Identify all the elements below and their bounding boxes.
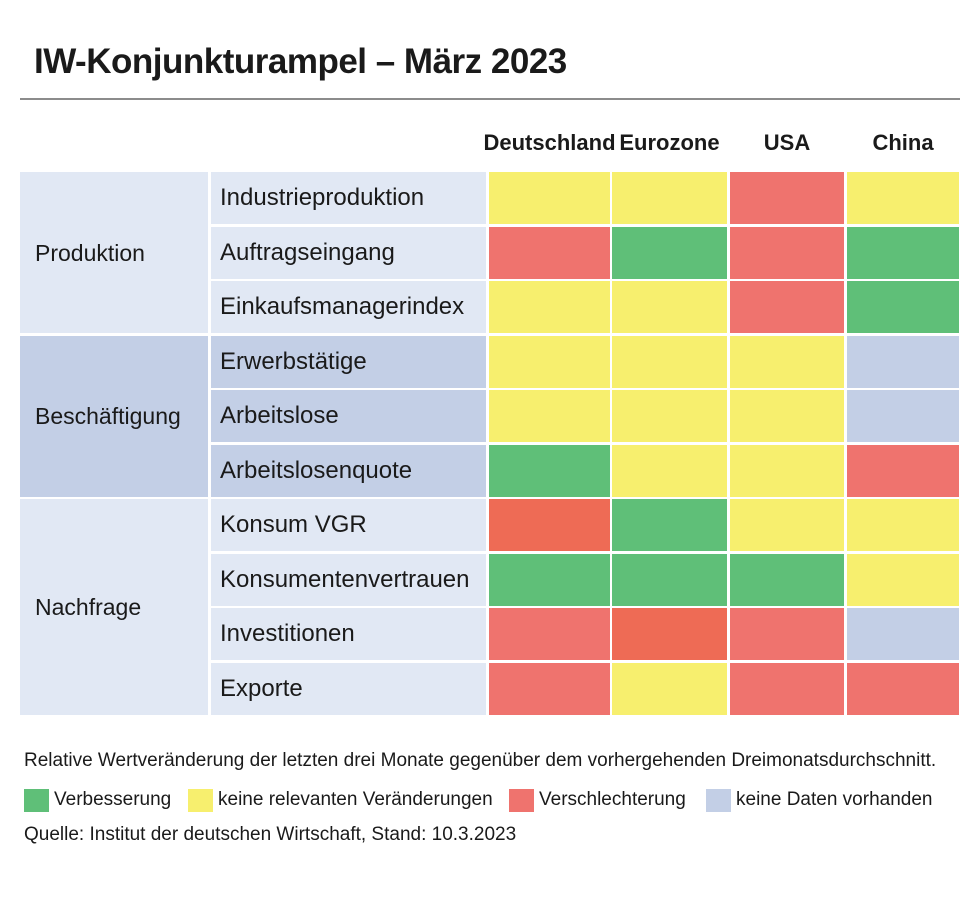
legend-item: Verschlechterung — [509, 785, 686, 815]
status-cell-eurozone — [612, 226, 727, 279]
source-note: Quelle: Institut der deutschen Wirtschaf… — [24, 824, 517, 845]
indicator-label: Erwerbstätige — [220, 347, 367, 375]
status-cell-usa — [730, 172, 844, 224]
legend-label: Verschlechterung — [539, 789, 686, 810]
indicator-label: Industrieproduktion — [220, 184, 425, 211]
status-cell-usa — [730, 608, 844, 660]
column-header: Eurozone — [619, 130, 720, 155]
legend-label: Verbesserung — [54, 789, 172, 810]
legend-label: keine Daten vorhanden — [736, 789, 933, 810]
status-cell-deutschland — [489, 390, 610, 442]
status-cell-usa — [730, 226, 844, 279]
legend-item: Verbesserung — [24, 785, 171, 815]
status-cell-deutschland — [489, 444, 610, 497]
legend-swatch — [24, 788, 49, 812]
status-cell-eurozone — [612, 172, 727, 224]
status-cell-china — [847, 226, 959, 279]
status-cell-china — [847, 335, 959, 388]
status-cell-usa — [730, 281, 844, 333]
legend-label: keine relevanten Veränderungen — [218, 789, 493, 810]
group-cell: Nachfrage — [20, 499, 208, 715]
group-cell: Produktion — [20, 172, 208, 333]
status-cell-eurozone — [612, 444, 727, 497]
status-cell-eurozone — [612, 499, 727, 551]
legend-item: keine relevanten Veränderungen — [188, 785, 493, 815]
indicator-label: Investitionen — [220, 620, 355, 647]
status-cell-eurozone — [612, 335, 727, 388]
indicator-cell: Konsumentenvertrauen — [211, 553, 486, 606]
indicator-cell: Arbeitslosenquote — [211, 444, 486, 497]
indicator-cell: Auftragseingang — [211, 226, 486, 279]
chart-note: Relative Wertveränderung der letzten dre… — [24, 750, 937, 771]
legend-item: keine Daten vorhanden — [706, 785, 932, 815]
legend-swatch — [509, 788, 534, 812]
group-cell: Beschäftigung — [20, 335, 208, 497]
status-cell-china — [847, 499, 959, 551]
status-cell-china — [847, 444, 959, 497]
status-cell-china — [847, 662, 959, 715]
status-cell-china — [847, 608, 959, 660]
indicator-label: Einkaufsmanagerindex — [220, 293, 465, 320]
indicator-label: Arbeitslosenquote — [220, 456, 413, 484]
legend-swatch — [706, 788, 731, 812]
indicator-cell: Erwerbstätige — [211, 335, 486, 388]
indicator-label: Exporte — [220, 674, 303, 702]
indicator-cell: Exporte — [211, 662, 486, 715]
indicator-cell: Industrieproduktion — [211, 172, 486, 224]
column-header: China — [872, 130, 934, 155]
status-cell-eurozone — [612, 390, 727, 442]
status-cell-usa — [730, 335, 844, 388]
column-header: Deutschland — [483, 130, 616, 155]
status-cell-china — [847, 390, 959, 442]
indicator-label: Arbeitslose — [220, 402, 339, 429]
status-cell-china — [847, 281, 959, 333]
status-cell-eurozone — [612, 553, 727, 606]
chart-title: IW-Konjunkturampel – März 2023 — [34, 42, 567, 81]
indicator-label: Konsum VGR — [220, 511, 367, 538]
status-cell-deutschland — [489, 335, 610, 388]
status-cell-usa — [730, 553, 844, 606]
status-cell-usa — [730, 444, 844, 497]
status-cell-eurozone — [612, 662, 727, 715]
status-cell-deutschland — [489, 172, 610, 224]
column-header: USA — [763, 130, 811, 155]
status-cell-deutschland — [489, 608, 610, 660]
indicator-cell: Arbeitslose — [211, 390, 486, 442]
status-cell-china — [847, 553, 959, 606]
legend-swatch — [188, 788, 213, 812]
status-cell-china — [847, 172, 959, 224]
status-cell-eurozone — [612, 608, 727, 660]
status-cell-usa — [730, 662, 844, 715]
status-cell-usa — [730, 390, 844, 442]
group-label: Nachfrage — [35, 593, 142, 620]
group-label: Produktion — [35, 239, 145, 266]
indicator-label: Auftragseingang — [220, 238, 395, 266]
indicator-cell: Einkaufsmanagerindex — [211, 281, 486, 333]
indicator-cell: Konsum VGR — [211, 499, 486, 551]
group-label: Beschäftigung — [35, 403, 181, 429]
indicator-label: Konsumentenvertrauen — [220, 565, 470, 593]
title-divider — [20, 98, 960, 100]
status-cell-deutschland — [489, 662, 610, 715]
status-cell-eurozone — [612, 281, 727, 333]
status-cell-deutschland — [489, 553, 610, 606]
status-cell-deutschland — [489, 226, 610, 279]
indicator-cell: Investitionen — [211, 608, 486, 660]
status-cell-deutschland — [489, 499, 610, 551]
legend: Verbesserung keine relevanten Veränderung… — [24, 785, 964, 815]
status-cell-deutschland — [489, 281, 610, 333]
status-cell-usa — [730, 499, 844, 551]
